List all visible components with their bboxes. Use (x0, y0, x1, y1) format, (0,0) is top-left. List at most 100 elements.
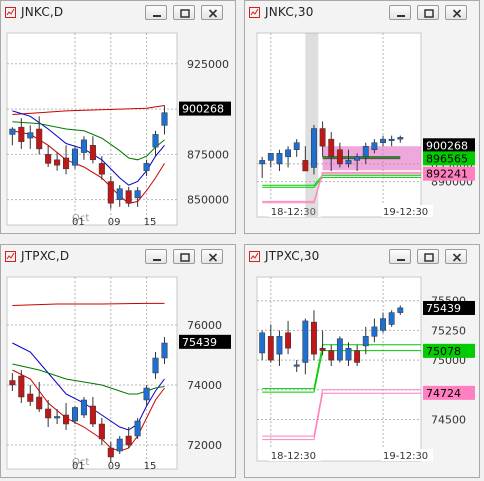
candle-body (276, 153, 283, 165)
candle-body (371, 142, 378, 151)
close-icon (452, 9, 462, 18)
restore-icon (424, 9, 434, 18)
indicator-line (262, 174, 421, 186)
restore-button[interactable] (417, 5, 439, 20)
x-tick-label: 18-12:30 (271, 207, 316, 218)
close-button[interactable] (445, 249, 467, 264)
restore-button[interactable] (173, 249, 195, 264)
title-bar[interactable]: JTPXC,30 (245, 245, 479, 269)
candle-body (267, 153, 274, 161)
candle-body (311, 128, 317, 168)
minimize-icon (397, 15, 405, 17)
close-button[interactable] (201, 249, 223, 264)
shadow-band (305, 33, 319, 217)
chart-plot: 755007525075000747507450018-12:3019-12:3… (256, 276, 475, 462)
candle-body (345, 160, 352, 165)
candle-body (18, 375, 25, 398)
x-tick-label: 09 (108, 461, 121, 472)
x-tick-label: 18-12:30 (271, 451, 316, 462)
restore-icon (180, 253, 190, 262)
candle-body (143, 163, 150, 171)
price-tag-bg (423, 151, 475, 166)
candle-body (161, 112, 168, 126)
candle-body (71, 148, 79, 166)
candle-body (276, 336, 283, 355)
price-tag-label: 75078 (426, 345, 461, 358)
candle-body (9, 128, 16, 135)
minimize-icon (153, 15, 161, 17)
candle-body (302, 160, 309, 172)
candle-body (54, 416, 61, 419)
candle-body (336, 149, 343, 165)
candle-body (152, 134, 159, 148)
close-icon (452, 253, 462, 262)
restore-icon (180, 9, 190, 18)
candle-body (336, 338, 343, 361)
plot-area (6, 276, 178, 470)
chart-app-icon (5, 7, 16, 18)
candle-body (143, 387, 150, 401)
indicator-line (12, 105, 165, 115)
plot-area (256, 276, 422, 462)
minimize-button[interactable] (145, 5, 167, 20)
x-tick-label: 15 (144, 217, 157, 228)
candle-body (63, 157, 70, 170)
candle-body (27, 393, 34, 402)
candle-body (397, 137, 404, 140)
title-bar[interactable]: JNKC,D (1, 1, 235, 25)
candle-body (380, 318, 386, 331)
chart-plot: 89500089000018-12:3019-12:30900268896565… (256, 32, 475, 218)
indicator-line (12, 342, 165, 431)
candle-body (98, 163, 105, 175)
indicator-line (262, 350, 421, 393)
chart-window-jtpxc-30min: JTPXC,30 755007525075000747507450018-12:… (244, 244, 480, 478)
candle-body (18, 126, 25, 142)
candle-body (311, 321, 317, 355)
restore-button[interactable] (173, 5, 195, 20)
title-bar[interactable]: JNKC,30 (245, 1, 479, 25)
candle-body (125, 435, 132, 446)
candle-body (45, 154, 52, 164)
chart-window-jnkc-30min: JNKC,30 89500089000018-12:3019-12:309002… (244, 0, 480, 234)
x-tick-label: Oct (72, 457, 89, 468)
minimize-icon (397, 259, 405, 261)
candle-body (354, 156, 361, 161)
close-icon (208, 253, 218, 262)
price-tag-bg (423, 300, 475, 315)
x-tick-label-bg (268, 449, 321, 461)
candle-body (371, 326, 378, 337)
close-icon (208, 9, 218, 18)
candle-body (27, 132, 34, 139)
price-tag-bg (423, 138, 475, 153)
candle-body (328, 350, 335, 361)
title-bar[interactable]: JTPXC,D (1, 245, 235, 269)
candle-body (293, 364, 300, 367)
chart-window-jnkc-daily: JNKC,D 925000900000875000850000Oct010915… (0, 0, 236, 234)
indicator-line (262, 344, 421, 390)
candle-body (71, 407, 79, 422)
candle-body (89, 145, 96, 161)
candle-body (397, 307, 404, 313)
close-button[interactable] (445, 5, 467, 20)
candle-body (388, 138, 395, 141)
candle-body (319, 347, 326, 351)
x-tick-label: Oct (72, 213, 89, 224)
close-button[interactable] (201, 5, 223, 20)
candle-body (134, 190, 141, 199)
price-tag-bg (179, 334, 231, 349)
candle-body (125, 190, 132, 204)
candle-body (285, 332, 291, 349)
minimize-button[interactable] (145, 249, 167, 264)
minimize-button[interactable] (389, 5, 411, 20)
x-tick-label: 09 (108, 217, 121, 228)
candle-body (267, 336, 274, 361)
candle-body (259, 332, 266, 354)
window-title: JTPXC,30 (265, 249, 320, 263)
minimize-button[interactable] (389, 249, 411, 264)
y-tick-label: 850000 (187, 194, 229, 207)
candle-body (134, 420, 141, 437)
price-tag-label: 900268 (182, 103, 224, 116)
y-tick-label: 74500 (431, 413, 466, 426)
restore-button[interactable] (417, 249, 439, 264)
